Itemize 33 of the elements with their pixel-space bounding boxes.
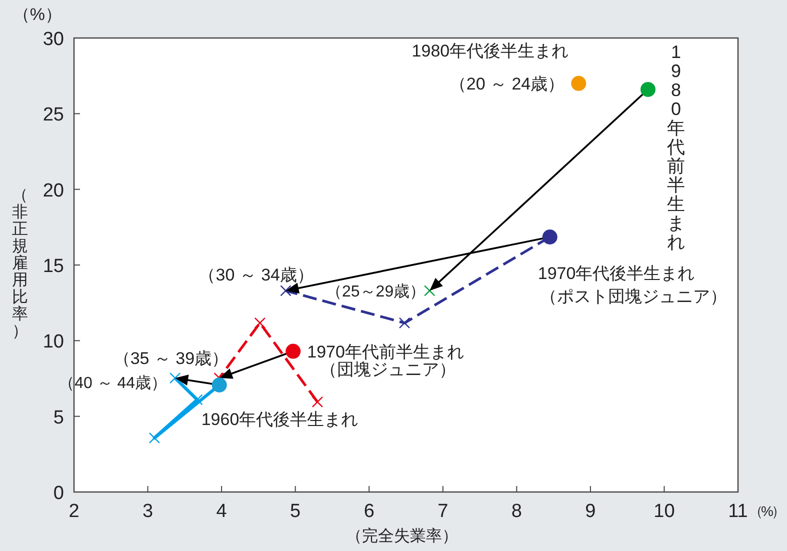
text: 1980年代前半生まれ xyxy=(667,42,685,252)
x-tick-label: 9 xyxy=(585,501,596,522)
annotation: 1960年代後半生まれ xyxy=(201,410,358,430)
x-tick-label: 10 xyxy=(654,501,675,522)
annotation: （団塊ジュニア） xyxy=(320,360,456,379)
annotation: 1970年代後半生まれ xyxy=(538,264,695,284)
annotation: （ポスト団塊ジュニア） xyxy=(540,287,727,306)
x-tick-label: 8 xyxy=(511,501,522,522)
y-tick-label: 10 xyxy=(42,332,64,353)
annotation: （35 ～ 39歳） xyxy=(113,349,229,368)
y-tick-label: 15 xyxy=(42,256,64,277)
y-tick-label: 30 xyxy=(42,29,64,50)
x-tick-label: 5 xyxy=(290,501,301,522)
x-tick-label: 3 xyxy=(142,501,154,522)
annotation: （40 ～ 44歳） xyxy=(58,374,168,392)
annotation: （25～29歳） xyxy=(326,282,426,301)
x-tick-label: 4 xyxy=(216,501,228,522)
annotation: （30 ～ 34歳） xyxy=(198,266,314,285)
x-axis-title: （完全失業率） xyxy=(346,527,458,545)
x-tick-label: 11 xyxy=(728,501,748,522)
y-tick-label: 25 xyxy=(42,104,64,126)
x-tick-label: 6 xyxy=(364,501,374,522)
text: （%） xyxy=(12,5,62,24)
text: （非正規雇用比率） xyxy=(12,187,28,340)
y-tick-label: 5 xyxy=(53,407,64,428)
text: （%） xyxy=(749,503,784,519)
x-tick-label: 2 xyxy=(68,501,80,522)
y-tick-label: 20 xyxy=(42,180,64,202)
annotation: 1980年代後半生まれ xyxy=(412,41,569,60)
y-tick-label: 0 xyxy=(53,483,64,504)
annotation: （20 ～ 24歳） xyxy=(449,74,565,94)
x-tick-label: 7 xyxy=(438,501,448,522)
annotation: 1970年代前半生まれ xyxy=(307,342,464,362)
